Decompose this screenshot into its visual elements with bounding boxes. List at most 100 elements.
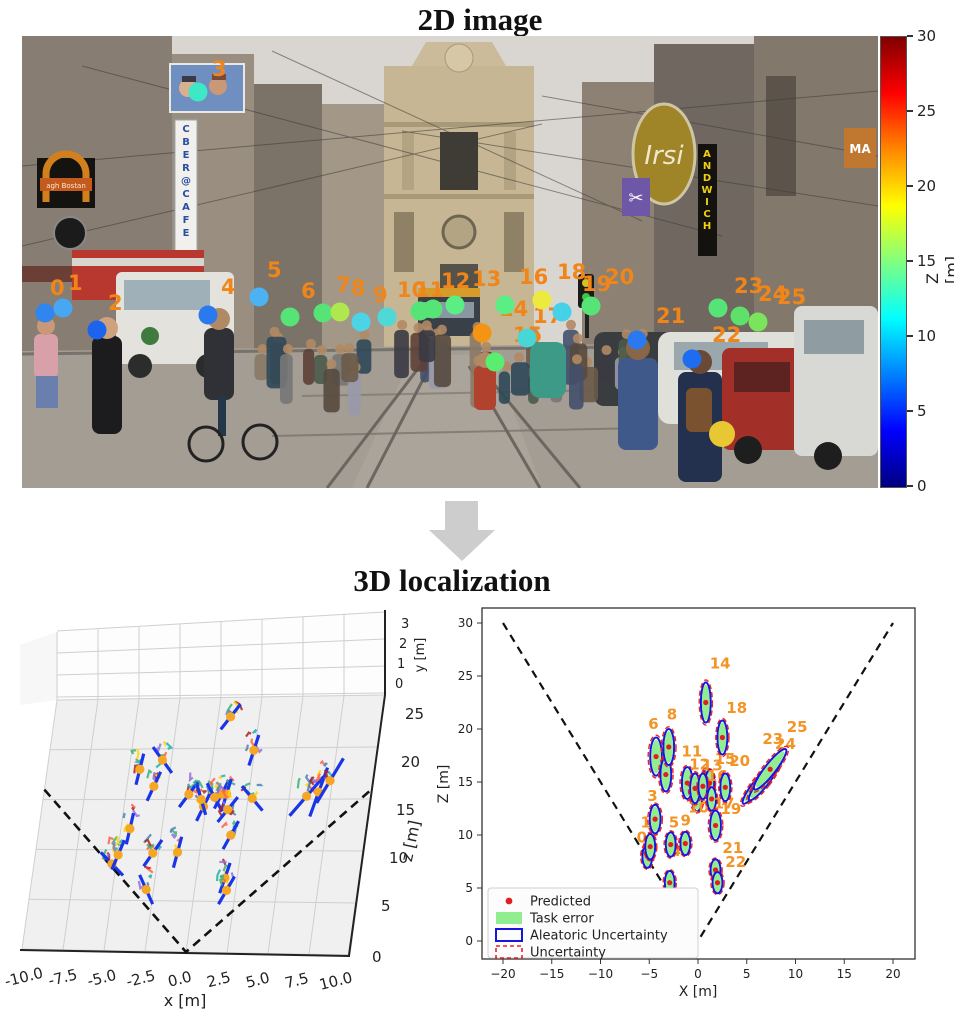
crowd-head <box>326 358 337 369</box>
skeleton-stroke <box>209 777 216 786</box>
ciber-cafe-sign: C B E R @ C A F E <box>174 119 198 263</box>
skeleton-stroke <box>188 772 194 783</box>
predicted-center-dot <box>325 776 335 786</box>
crowd-head <box>413 322 424 333</box>
detection-dot-20 <box>581 296 601 316</box>
detection-dot-17 <box>517 328 537 348</box>
skeleton-stroke <box>165 742 174 750</box>
crowd-figure <box>254 354 268 381</box>
uncertainty-group-3 <box>647 802 664 836</box>
detections-layer: 0123456789101112131415161718192021222324… <box>35 57 806 372</box>
skeleton-stroke <box>229 775 235 782</box>
skeleton-stroke <box>251 728 258 735</box>
crowd-head <box>257 344 268 355</box>
predicted-center-dot <box>149 781 159 791</box>
detection-dot-18 <box>532 290 552 310</box>
detection-dot-2 <box>87 320 107 340</box>
detection-label-19: 19 <box>582 272 611 296</box>
predicted-center-dot <box>157 755 168 765</box>
skeleton-stroke <box>132 809 140 818</box>
uncertainty-ellipse <box>696 771 710 802</box>
colorbar-tick-label: 25 <box>917 102 937 120</box>
point-label-4: 4 <box>671 842 681 860</box>
skeleton-stroke <box>201 789 207 794</box>
skeleton-stroke <box>227 789 233 799</box>
point-label-13: 13 <box>702 756 723 774</box>
pedestrian-glyph-4 <box>137 865 155 905</box>
predicted-center-dot <box>221 885 232 895</box>
predicted-center-dot <box>196 794 206 805</box>
floor-grid-x <box>185 697 222 953</box>
skeleton-stroke <box>169 826 177 834</box>
floor-grid-z <box>49 746 379 751</box>
skeleton-stroke <box>216 869 222 882</box>
point-label-20: 20 <box>729 752 750 770</box>
detection-dot-0 <box>35 303 55 323</box>
crowd-figure <box>280 353 293 405</box>
svg-text:✂: ✂ <box>628 188 643 209</box>
x-axis-label: x [m] <box>164 991 207 1010</box>
pedestrian-glyph-20 <box>240 782 264 812</box>
z-axis-label: z [m] <box>397 819 424 864</box>
svg-text:MA: MA <box>849 142 871 156</box>
ma-sign: MA <box>844 128 876 168</box>
wall-grid-y <box>56 611 386 632</box>
uncertainty-group-22 <box>710 870 725 896</box>
detection-dot-1 <box>53 298 73 318</box>
crowd-head <box>306 338 317 349</box>
uncertainty-ellipse <box>642 831 658 862</box>
colorbar-tick <box>907 185 913 187</box>
detection-dot-6 <box>280 307 300 327</box>
detection-label-12: 12 <box>441 269 470 293</box>
predicted-dot <box>722 784 728 790</box>
uncertainty-ellipse <box>715 717 730 758</box>
detection-label-23: 23 <box>734 274 763 298</box>
detection-dot-9 <box>351 312 371 332</box>
x-tick-label: 15 <box>837 967 852 981</box>
detection-dot-14 <box>472 323 492 343</box>
floor-grid-x <box>21 699 58 950</box>
pedestrian-glyph-22 <box>217 872 236 906</box>
predicted-dot <box>692 785 698 791</box>
pedestrian-glyph-7 <box>145 762 163 802</box>
uncertainty-group-1 <box>642 831 658 862</box>
detection-label-21: 21 <box>656 304 685 328</box>
plot-3d-view: -10.0 -7.5 -5.0 -2.5 0.0 2.5 5.0 7.5 10.00510152… <box>3 610 428 1010</box>
crowd-figure <box>498 371 511 404</box>
uncertainty-ellipse <box>698 679 714 726</box>
uncertainty-group-12 <box>687 771 703 806</box>
skeleton-stroke <box>315 773 322 782</box>
z-tick-label: 30 <box>458 616 473 630</box>
uncertainty-ellipse <box>660 726 677 768</box>
billboard-poster <box>169 63 245 113</box>
crowd-figure <box>323 368 340 413</box>
scissors-sign: ✂ <box>622 178 650 216</box>
crowd-figure <box>433 334 452 387</box>
predicted-dot <box>652 816 658 822</box>
colorbar-tick-label: 30 <box>917 27 937 45</box>
colorbar-axis-label: Z [m] <box>923 255 954 285</box>
uncertainty-ellipse <box>708 857 723 883</box>
crowd-head <box>344 343 355 354</box>
colorbar-tick <box>907 410 913 412</box>
x-axis-label: X [m] <box>679 984 718 1000</box>
uncertainty-ellipse <box>662 868 678 897</box>
point-label-3: 3 <box>647 787 657 805</box>
predicted-dot <box>682 840 688 847</box>
floor-grid-x <box>144 698 181 952</box>
z-tick-label: 25 <box>458 669 473 683</box>
plot-birdseye: 0134567891011121314151617181920212223242… <box>436 607 916 1000</box>
crowd-head <box>421 320 432 331</box>
point-label-18: 18 <box>726 699 747 717</box>
detection-label-6: 6 <box>301 279 316 303</box>
predicted-center-dot <box>223 804 233 815</box>
skeleton-stroke <box>256 783 264 787</box>
z-axis-line <box>348 694 386 956</box>
pedestrian-glyph-19 <box>220 809 240 850</box>
skeleton-stroke <box>122 812 126 819</box>
predicted-dot <box>666 744 672 750</box>
detection-dot-13 <box>445 295 465 315</box>
skeleton-stroke <box>155 743 162 753</box>
crowd-figure <box>347 372 361 416</box>
